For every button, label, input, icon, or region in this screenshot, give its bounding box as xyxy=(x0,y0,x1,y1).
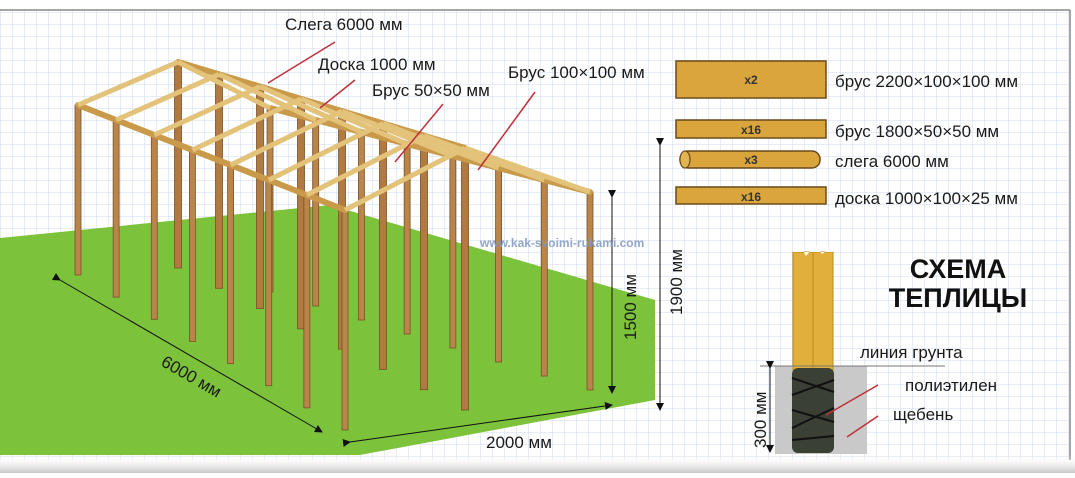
svg-text:x16: x16 xyxy=(741,190,761,204)
svg-text:Доска 1000 мм: Доска 1000 мм xyxy=(318,55,436,74)
svg-text:ТЕПЛИЦЫ: ТЕПЛИЦЫ xyxy=(889,283,1027,313)
post xyxy=(150,134,158,320)
post xyxy=(420,135,428,391)
callout-beam50: Брус 50×50 мм xyxy=(372,81,490,163)
post xyxy=(495,167,502,363)
slega-beam xyxy=(75,102,348,213)
svg-text:Брус 100×100 мм: Брус 100×100 мм xyxy=(508,63,645,82)
svg-text:брус 1800×50×50 мм: брус 1800×50×50 мм xyxy=(835,122,999,141)
post xyxy=(74,104,82,276)
material-item: x2 брус 2200×100×100 мм xyxy=(675,60,1018,99)
cross-board xyxy=(176,59,272,111)
materials-list: x2 брус 2200×100×100 мм x16 брус 1800×50… xyxy=(675,60,1018,208)
svg-text:брус 2200×100×100 мм: брус 2200×100×100 мм xyxy=(835,72,1018,91)
cross-board xyxy=(115,72,221,123)
svg-text:1900 мм: 1900 мм xyxy=(667,249,686,315)
cross-board xyxy=(267,121,385,183)
material-item: x16 доска 1000×100×25 мм xyxy=(675,186,1018,208)
svg-text:1500 мм: 1500 мм xyxy=(621,274,640,340)
cross-board xyxy=(300,96,409,147)
callout-slega: Слега 6000 мм xyxy=(267,15,403,84)
dimension-side-height: 1500 мм xyxy=(608,190,640,394)
post xyxy=(227,164,234,364)
callout-board: Доска 1000 мм xyxy=(318,55,436,109)
svg-text:слега 6000 мм: слега 6000 мм xyxy=(835,152,949,171)
svg-text:полиэтилен: полиэтилен xyxy=(905,376,997,395)
svg-text:300 мм: 300 мм xyxy=(751,392,770,448)
post xyxy=(341,209,349,431)
diagram-title: СХЕМА ТЕПЛИЦЫ xyxy=(889,254,1027,313)
post xyxy=(189,149,196,342)
cross-board xyxy=(464,145,591,195)
dimension-width: 2000 мм xyxy=(342,402,613,452)
watermark: www.kak-svoimi-rukami.com xyxy=(479,236,644,250)
cross-board xyxy=(153,84,262,138)
svg-text:щебень: щебень xyxy=(893,405,953,424)
cross-board xyxy=(77,59,179,108)
svg-text:2000 мм: 2000 мм xyxy=(486,433,552,452)
cross-board xyxy=(341,108,454,159)
cross-board xyxy=(423,133,546,183)
dimension-ridge-height: 1900 мм xyxy=(656,138,686,411)
post xyxy=(403,143,411,335)
cross-board xyxy=(191,96,303,153)
cross-board xyxy=(343,145,467,213)
post xyxy=(449,155,457,349)
callout-beam100: Брус 100×100 мм xyxy=(477,63,645,171)
cross-board xyxy=(258,84,363,135)
post xyxy=(540,179,548,377)
post-foundation-detail: 300 мм линия грунта полиэтилен щебень xyxy=(751,244,997,454)
svg-text:линия грунта: линия грунта xyxy=(860,343,963,362)
material-item: x16 брус 1800×50×50 мм xyxy=(675,119,999,141)
post xyxy=(358,131,365,321)
post xyxy=(265,179,273,387)
post xyxy=(461,147,469,411)
material-item: x3 слега 6000 мм xyxy=(679,150,949,171)
svg-text:Брус 50×50 мм: Брус 50×50 мм xyxy=(372,81,490,100)
cross-board xyxy=(229,108,344,168)
cross-board xyxy=(382,121,500,171)
cross-board xyxy=(217,72,317,123)
svg-text:СХЕМА: СХЕМА xyxy=(910,254,1006,284)
svg-text:x2: x2 xyxy=(744,73,758,87)
svg-text:доска 1000×100×25 мм: доска 1000×100×25 мм xyxy=(835,189,1018,208)
post xyxy=(112,119,120,298)
cross-board xyxy=(305,133,426,198)
svg-text:x3: x3 xyxy=(744,153,758,167)
post xyxy=(312,119,320,307)
svg-text:Слега 6000 мм: Слега 6000 мм xyxy=(285,15,403,34)
post xyxy=(586,191,594,391)
svg-text:x16: x16 xyxy=(741,123,761,137)
post xyxy=(303,194,311,409)
